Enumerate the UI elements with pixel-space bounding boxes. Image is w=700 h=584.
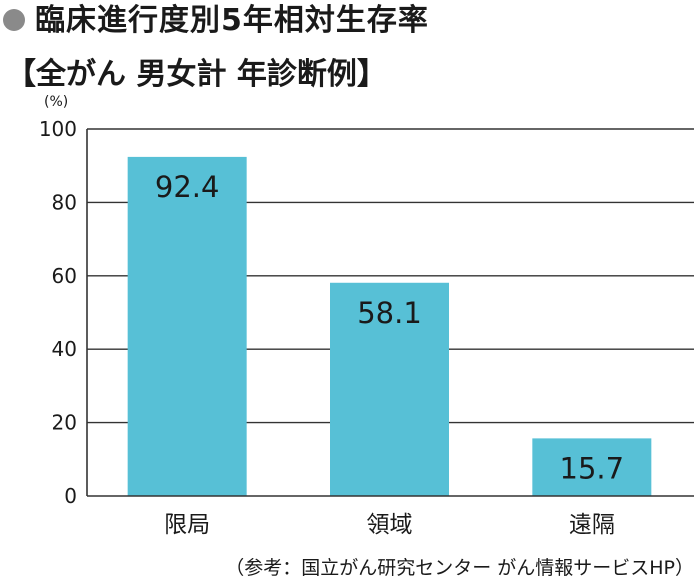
y-axis-unit: (%) (44, 94, 69, 110)
data-label: 15.7 (560, 451, 625, 485)
bar (127, 156, 247, 496)
x-tick-label: 領域 (367, 512, 413, 538)
circle-bullet-icon (3, 9, 25, 31)
y-tick-label: 20 (52, 411, 77, 435)
y-tick-label: 0 (64, 484, 77, 508)
source-note: （参考：国立がん研究センター がん情報サービスHP） (225, 557, 694, 579)
data-label: 92.4 (155, 170, 220, 204)
y-tick-label: 80 (52, 190, 77, 214)
y-tick-label: 100 (39, 117, 77, 141)
data-label: 58.1 (357, 296, 422, 330)
x-tick-label: 限局 (164, 512, 210, 538)
x-tick-label: 遠隔 (569, 512, 615, 538)
chart-title: 臨床進行度別5年相対生存率 (35, 3, 429, 38)
y-tick-label: 60 (52, 264, 77, 288)
bar (532, 438, 652, 496)
chart-subtitle: 【全がん 男女計 年診断例】 (6, 57, 387, 92)
y-tick-label: 40 (52, 337, 77, 361)
bar (330, 282, 449, 496)
